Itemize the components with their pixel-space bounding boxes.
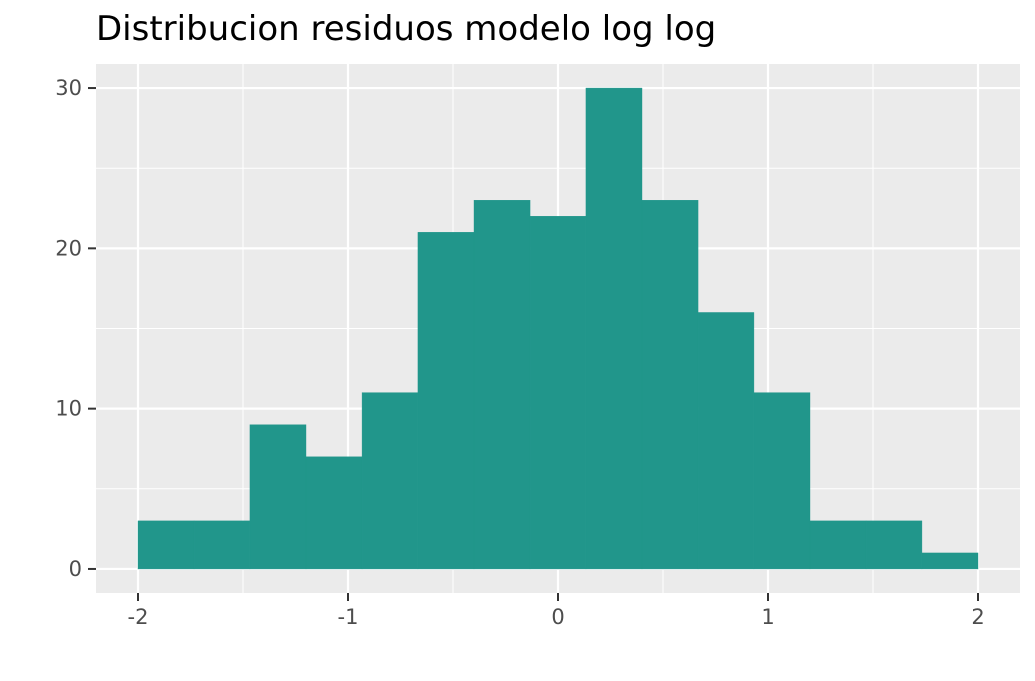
histogram-bar [809, 520, 867, 570]
histogram-bar [361, 392, 419, 570]
x-tick-label: -2 [128, 605, 149, 629]
histogram-bar [865, 520, 923, 570]
histogram-bar [417, 232, 475, 570]
x-tick-label: 2 [971, 605, 984, 629]
x-tick-label: -1 [338, 605, 359, 629]
y-axis: 0 10 20 30 [55, 76, 96, 581]
chart-title: Distribucion residuos modelo log log [96, 9, 716, 49]
histogram-bar [305, 456, 363, 570]
histogram-bar [249, 424, 307, 570]
histogram-bar [753, 392, 811, 570]
histogram-bar [641, 200, 699, 570]
histogram-bars [137, 87, 979, 570]
histogram-bar [473, 200, 531, 570]
histogram-bar [193, 520, 251, 570]
y-tick-label: 10 [55, 397, 82, 421]
y-tick-label: 0 [69, 557, 82, 581]
x-axis: -2 -1 0 1 2 [128, 593, 985, 629]
x-tick-label: 1 [761, 605, 774, 629]
histogram-bar [697, 312, 755, 570]
y-tick-label: 20 [55, 236, 82, 260]
x-tick-label: 0 [551, 605, 564, 629]
histogram-bar [529, 216, 587, 570]
histogram-bar [137, 520, 195, 570]
histogram-bar [921, 552, 979, 570]
histogram-bar [585, 87, 643, 570]
y-tick-label: 30 [55, 76, 82, 100]
